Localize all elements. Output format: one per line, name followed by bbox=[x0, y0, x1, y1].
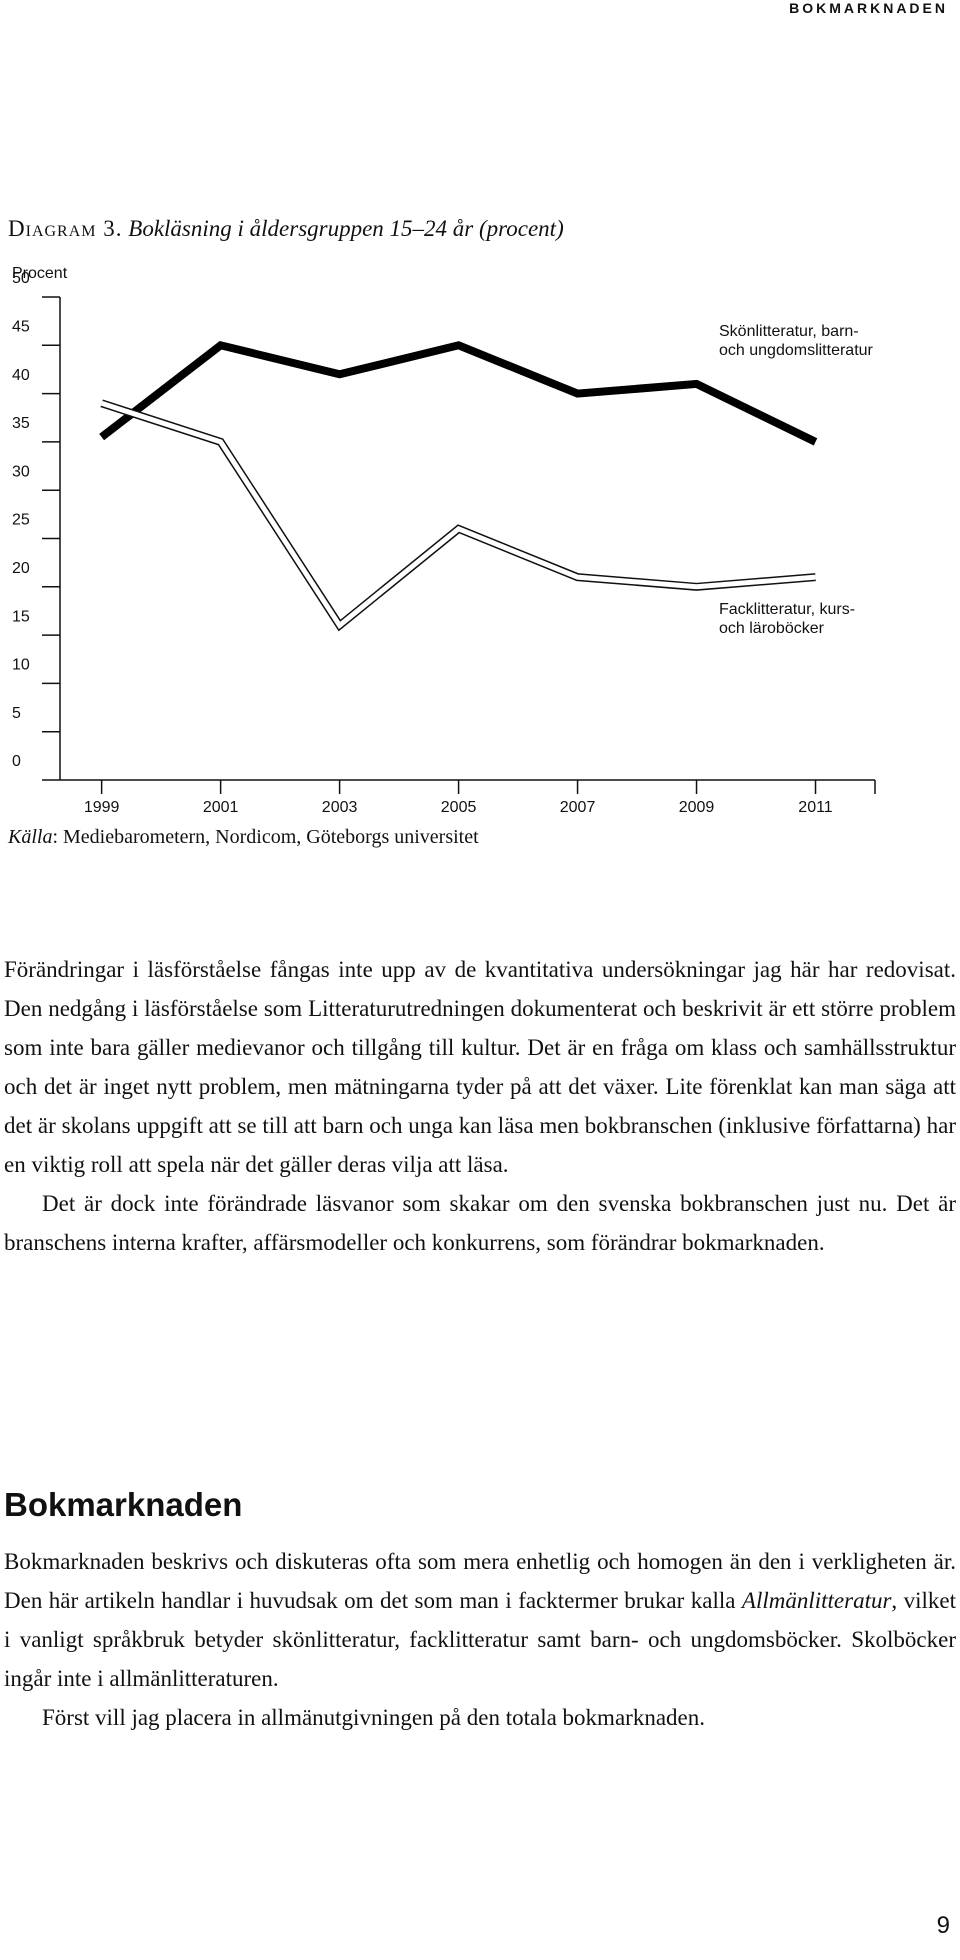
y-tick-label: 50 bbox=[12, 270, 30, 287]
running-title: BOKMARKNADEN bbox=[789, 0, 948, 16]
x-tick-label: 2007 bbox=[560, 799, 596, 816]
y-axis-label: Procent bbox=[12, 265, 68, 282]
chart-title: Bokläsning i åldersgruppen 15–24 år (pro… bbox=[128, 216, 564, 241]
section-heading: Bokmarknaden bbox=[4, 1486, 243, 1523]
page-number: 9 bbox=[936, 1912, 950, 1939]
paragraph: Det är dock inte förändrade läsvanor som… bbox=[4, 1184, 956, 1262]
x-tick-label: 2011 bbox=[798, 799, 833, 816]
y-tick-label: 20 bbox=[12, 560, 30, 577]
text-run: Bokmarknaden beskrivs och diskuteras oft… bbox=[4, 1549, 956, 1613]
x-tick-label: 2009 bbox=[679, 799, 715, 816]
y-tick-label: 0 bbox=[12, 753, 21, 770]
legend-entry: Skönlitteratur, barn- och ungdomslittera… bbox=[719, 323, 873, 359]
y-tick-label: 25 bbox=[12, 512, 30, 529]
source-label: Källa bbox=[8, 826, 53, 848]
y-tick-label: 45 bbox=[12, 319, 30, 336]
series-line bbox=[99, 340, 818, 446]
body-text: Förändringar i läsförståelse fångas inte… bbox=[4, 950, 956, 1262]
figure-label: Diagram 3. bbox=[8, 216, 123, 241]
chart-heading: Diagram 3. Bokläsning i åldersgruppen 15… bbox=[8, 216, 564, 242]
x-tick-label: 2001 bbox=[203, 799, 239, 816]
y-tick-label: 30 bbox=[12, 463, 30, 480]
series-line bbox=[100, 400, 816, 630]
y-tick-label: 40 bbox=[12, 367, 30, 384]
y-tick-label: 35 bbox=[12, 415, 30, 432]
y-tick-label: 10 bbox=[12, 657, 30, 674]
text-run: Först vill jag placera in allmänutgivnin… bbox=[42, 1705, 705, 1730]
legend-entry: Facklitteratur, kurs- och läroböcker bbox=[719, 601, 856, 637]
y-tick-label: 5 bbox=[12, 705, 21, 722]
x-tick-label: 1999 bbox=[84, 799, 120, 816]
y-tick-label: 15 bbox=[12, 608, 30, 625]
x-tick-label: 2003 bbox=[322, 799, 358, 816]
source-text: : Mediebarometern, Nordicom, Göteborgs u… bbox=[52, 826, 479, 848]
paragraph: Först vill jag placera in allmänutgivnin… bbox=[4, 1698, 956, 1737]
text-run: , vilket i vanligt språkbruk betyder skö… bbox=[4, 1588, 956, 1691]
chart-source: Källa: Mediebarometern, Nordicom, Götebo… bbox=[8, 826, 479, 849]
text-run: Förändringar i läsförståelse fångas inte… bbox=[4, 957, 956, 1177]
paragraph: Förändringar i läsförståelse fångas inte… bbox=[4, 950, 956, 1184]
x-tick-label: 2005 bbox=[441, 799, 477, 816]
chart: Procent 0 5 10 15 20 25 30 35 40 45 50 1999 2001 2003 2… bbox=[12, 265, 876, 816]
paragraph: Bokmarknaden beskrivs och diskuteras oft… bbox=[4, 1542, 956, 1698]
section-text: Bokmarknaden beskrivs och diskuteras oft… bbox=[4, 1542, 956, 1737]
text-run: Allmänlitteratur bbox=[741, 1588, 892, 1613]
text-run: Det är dock inte förändrade läsvanor som… bbox=[4, 1191, 956, 1255]
